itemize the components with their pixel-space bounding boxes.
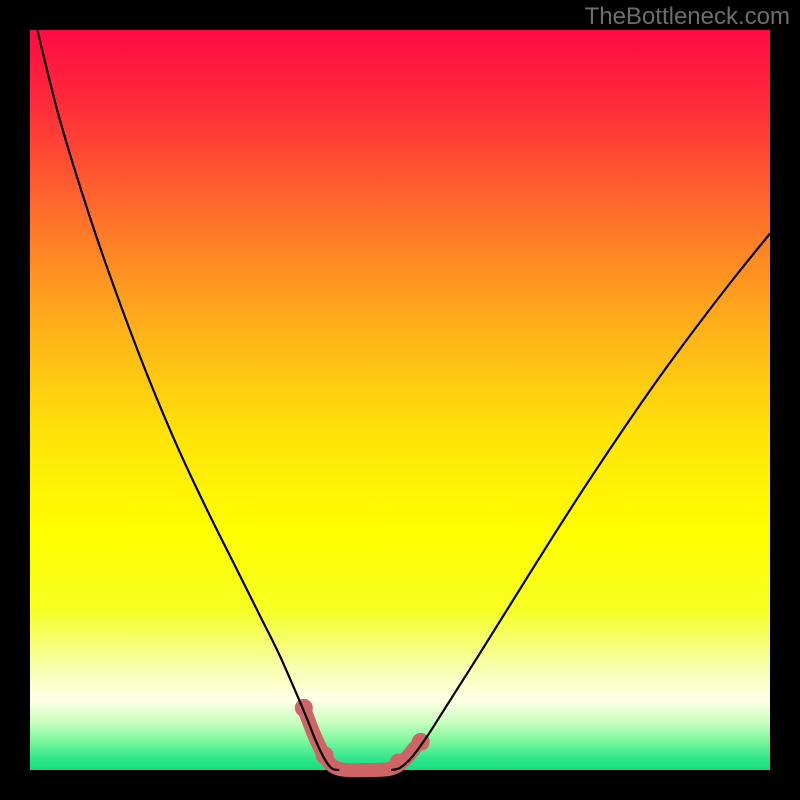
highlight-marker <box>295 699 313 717</box>
highlight-marker <box>316 746 334 764</box>
plot-area <box>30 30 770 770</box>
bottleneck-chart: TheBottleneck.com <box>0 0 800 800</box>
watermark-text: TheBottleneck.com <box>585 3 790 30</box>
